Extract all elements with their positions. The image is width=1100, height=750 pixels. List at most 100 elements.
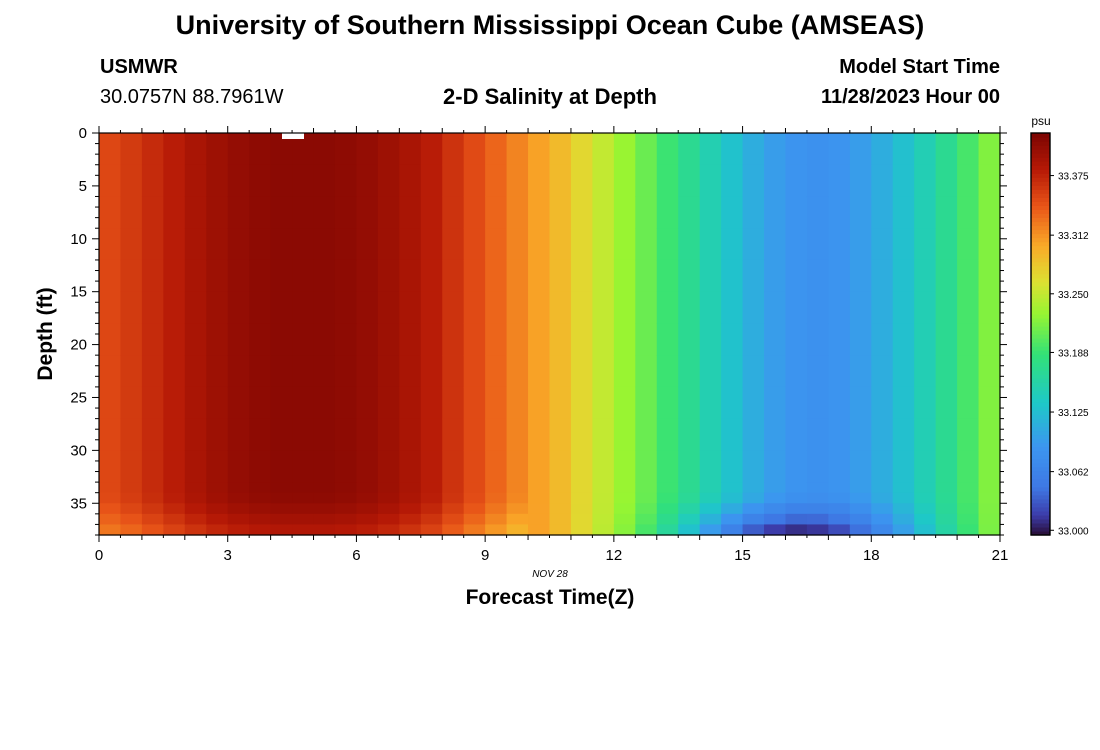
heatmap-cell [849,524,872,536]
heatmap-cell [377,291,400,325]
heatmap-cell [506,503,529,515]
heatmap-cell [914,503,937,515]
heatmap-cell [721,492,744,504]
heatmap-cell [935,418,958,451]
heatmap-cell [806,259,829,293]
y-tick-label: 25 [70,389,87,406]
heatmap-cell [399,323,422,356]
heatmap-cell [549,482,572,494]
heatmap-cell [892,450,915,483]
heatmap-cell [120,164,143,198]
colorbar-swatch [1031,434,1050,440]
heatmap-cell [270,418,293,451]
heatmap-cell [849,133,872,166]
heatmap-cell [120,355,143,388]
heatmap-cell [935,513,958,526]
heatmap-cell [871,291,894,325]
heatmap-cell [399,196,422,229]
heatmap-cell [506,228,529,261]
heatmap-cell [549,386,572,420]
heatmap-cell [227,524,250,536]
heatmap-cell [463,492,486,504]
heatmap-cell [570,524,594,536]
heatmap-cell [892,355,915,388]
heatmap-cell [699,513,722,526]
heatmap-cell [699,482,722,494]
colorbar-swatch [1031,498,1050,504]
heatmap-cell [377,386,400,420]
heatmap-cell [420,450,443,483]
heatmap-cell [764,524,787,536]
heatmap-cell [141,164,164,198]
heatmap-cell [506,323,529,356]
heatmap-cell [313,492,336,504]
colorbar-swatch [1031,301,1050,307]
colorbar-swatch [1031,510,1050,516]
heatmap-cell [721,524,744,536]
heatmap-cell [141,492,164,504]
heatmap-cell [635,418,658,451]
heatmap-cell [506,133,529,166]
heatmap-cell [528,196,551,229]
colorbar-swatch [1031,482,1050,488]
colorbar-swatch [1031,514,1050,520]
heatmap-cell [806,355,829,388]
colorbar-swatch [1031,217,1050,223]
heatmap-cell [120,482,143,494]
heatmap-cell [849,482,872,494]
heatmap-cell [463,524,486,536]
colorbar-swatch [1031,321,1050,327]
heatmap-cell [206,196,229,229]
heatmap-cell [206,386,229,420]
heatmap-cell [592,133,615,166]
heatmap-cell [678,228,701,261]
heatmap-cell [957,196,980,229]
heatmap-cell [957,524,980,536]
colorbar-swatch [1031,454,1050,460]
heatmap-cell [463,482,486,494]
heatmap-cell [313,450,336,483]
heatmap-cell [592,228,615,261]
heatmap-cell [120,228,143,261]
heatmap-cell [377,323,400,356]
heatmap-cell [742,450,765,483]
colorbar-swatch [1031,502,1050,508]
y-tick-label: 0 [79,125,87,142]
heatmap-cell [549,418,572,451]
colorbar-swatch [1031,530,1050,536]
heatmap-cell [828,386,851,420]
colorbar-swatch [1031,406,1050,411]
heatmap-cell [570,482,594,494]
heatmap-cell [420,513,443,526]
heatmap-cell [227,386,250,420]
heatmap-cell [721,259,744,293]
heatmap-cell [806,503,829,515]
heatmap-cell [377,482,400,494]
heatmap-cell [442,482,465,494]
heatmap-cell [227,291,250,325]
heatmap-cell [785,291,808,325]
heatmap-cell [742,259,765,293]
heatmap-cell [764,133,787,166]
heatmap-cell [635,164,658,198]
heatmap-cell [313,513,336,526]
heatmap-cell [721,386,744,420]
colorbar-swatch [1031,490,1050,496]
colorbar-swatch [1031,285,1050,291]
heatmap-cell [742,228,765,261]
heatmap-cell [914,386,937,420]
heatmap-cell [292,492,315,504]
heatmap-cell [678,513,701,526]
colorbar-swatch [1031,161,1050,166]
heatmap-cell [742,164,765,198]
colorbar-swatch [1031,165,1050,170]
colorbar-swatch [1031,526,1050,532]
heatmap-cell [120,524,143,536]
heatmap-cell [420,418,443,451]
heatmap-cell [785,503,808,515]
heatmap-cell [678,133,701,166]
heatmap-cell [828,259,851,293]
colorbar-swatch [1031,221,1050,227]
heatmap-cell [721,418,744,451]
heatmap-cell [935,133,958,166]
